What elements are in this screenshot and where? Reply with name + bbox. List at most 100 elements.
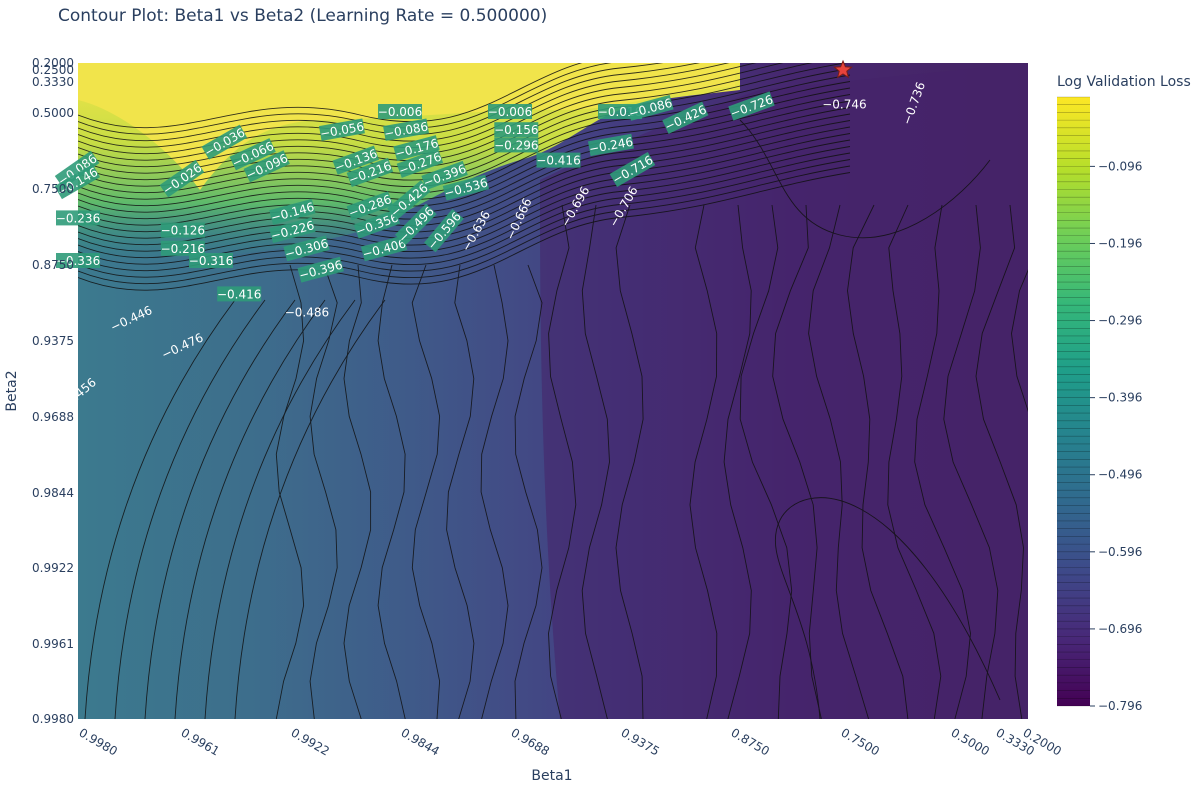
contour-label-text: −0.006 <box>488 105 532 119</box>
contour-line <box>548 204 577 719</box>
contour-label: −0.126 <box>160 222 205 238</box>
contour-label-text: −0.126 <box>161 224 205 238</box>
contour-label-text: −0.236 <box>56 211 100 225</box>
contour-line <box>78 94 851 213</box>
x-axis-title: Beta1 <box>531 768 572 784</box>
contour-label-bg <box>662 101 709 134</box>
x-tick-label: 0.7500 <box>839 725 882 758</box>
contour-label: −0.316 <box>189 253 233 268</box>
y-tick-label: 0.9375 <box>32 334 74 348</box>
contour-lines <box>78 63 1028 719</box>
y-tick-label: 0.9961 <box>32 637 74 651</box>
colorbar-tick-label: −0.196 <box>1098 236 1142 250</box>
contour-line <box>377 264 406 719</box>
x-axis-ticks: 0.9980 0.9961 0.9922 0.9844 0.9688 0.9375 0.87… <box>77 725 1064 758</box>
contour-line <box>723 204 752 719</box>
y-tick-label: 0.5000 <box>32 106 74 120</box>
y-tick-label: 0.2500 <box>32 63 74 77</box>
contour-label-bg <box>353 209 401 239</box>
contour-line <box>78 63 813 174</box>
contour-line <box>78 68 851 187</box>
contour-line <box>847 204 909 719</box>
contour-line <box>943 204 999 719</box>
contour-label: −0.236 <box>56 210 100 226</box>
low-loss-region <box>540 63 1028 719</box>
contour-label-bg <box>159 159 205 198</box>
contour-label: −0.416 <box>217 286 262 302</box>
contour-line <box>446 264 475 719</box>
x-tick-label: 0.8750 <box>729 725 772 758</box>
contour-label-bg <box>217 286 262 302</box>
colorbar-tick-label: −0.696 <box>1098 622 1142 636</box>
x-tick-label: 0.9961 <box>179 725 222 758</box>
contour-line <box>739 119 991 239</box>
x-tick-label: 0.9980 <box>77 725 120 758</box>
colorbar-tick-label: −0.596 <box>1098 545 1142 559</box>
contour-label-bg <box>318 118 365 141</box>
contour-label-bg <box>494 122 539 138</box>
contour-line <box>144 299 296 719</box>
contour-label-bg <box>387 180 431 220</box>
contour-label-bg <box>160 240 205 256</box>
contour-line <box>78 100 851 220</box>
colorbar-gradient <box>1057 97 1090 706</box>
contour-label-bg <box>421 160 468 190</box>
contour-line <box>84 299 236 719</box>
contour-label: −0.296 <box>494 137 539 153</box>
colorbar-bands <box>1057 96 1090 707</box>
contour-line <box>581 204 610 719</box>
contour-line <box>204 299 356 719</box>
contour-label: −0.156 <box>494 122 539 138</box>
contour-label-bg <box>346 191 394 221</box>
contour-line <box>275 264 305 719</box>
contour-label-bg <box>54 164 101 200</box>
contour-label-bg <box>442 174 490 201</box>
contour-label-bg <box>627 94 674 121</box>
best-point-marker <box>833 59 853 79</box>
contour-label-bg <box>269 217 316 244</box>
contour-label: −0.216 <box>160 240 205 256</box>
contour-line <box>772 204 822 719</box>
contour-line <box>1011 269 1028 413</box>
contour-label-text: −0.486 <box>285 306 329 320</box>
contour-label-text: −0.156 <box>494 123 538 137</box>
contour-line <box>78 172 851 291</box>
contour-label-bg <box>54 150 100 189</box>
contour-label-bg <box>346 157 394 187</box>
contour-line <box>689 204 718 719</box>
contour-label-bg <box>488 104 532 119</box>
contour-line <box>78 107 851 226</box>
x-tick-label: 0.9922 <box>289 725 332 758</box>
contour-line <box>78 74 851 194</box>
contour-label-bg <box>160 222 205 238</box>
colorbar-title: Log Validation Loss <box>1057 74 1191 90</box>
contour-label-bg <box>424 208 464 253</box>
y-tick-label: 0.9844 <box>32 486 74 500</box>
contour-line <box>739 204 793 719</box>
contour-line <box>78 63 701 148</box>
contour-label: −0.006 <box>378 104 422 119</box>
y-tick-label: 0.9980 <box>32 712 74 726</box>
contour-label: −0.336 <box>56 253 100 268</box>
contour-label-bg <box>393 135 440 161</box>
colorbar-tick-label: −0.296 <box>1098 314 1142 328</box>
contour-line <box>78 63 613 135</box>
contour-line <box>914 204 971 719</box>
contour-label-text: −0.006 <box>378 105 422 119</box>
contour-label-text: −0.316 <box>189 254 233 268</box>
x-tick-label: 0.5000 <box>949 725 992 758</box>
contour-label-bg <box>243 150 290 183</box>
colorbar-ticks: −0.096 −0.196 −0.296 −0.396 −0.496 −0.596 −0.6… <box>1090 159 1142 713</box>
y-tick-label: 0.3330 <box>32 75 74 89</box>
contour-label-text: −0.746 <box>822 98 866 112</box>
colorbar: Log Validation Loss −0.096−0.196−0.296−0… <box>1057 74 1191 713</box>
contour-line <box>78 159 851 278</box>
y-tick-label: 0.9688 <box>32 410 74 424</box>
contour-line <box>78 63 784 168</box>
contour-label: −0.416 <box>536 152 581 168</box>
contour-label-text: −0.216 <box>161 242 205 256</box>
contour-line <box>78 63 757 161</box>
y-tick-label: 0.9922 <box>32 561 74 575</box>
y-axis-title: Beta2 <box>4 370 20 411</box>
